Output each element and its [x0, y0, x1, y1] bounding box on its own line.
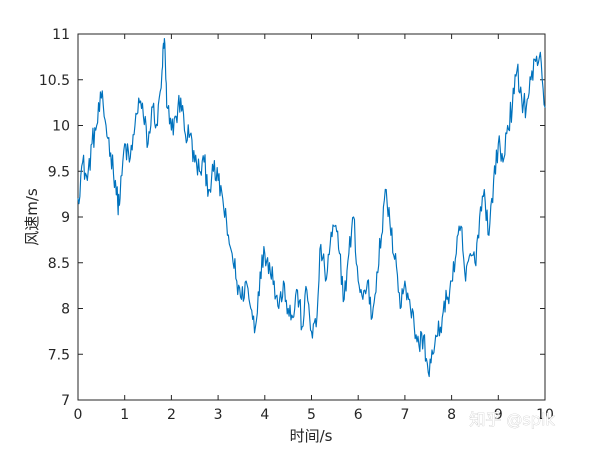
- x-tick-label: 10: [536, 407, 554, 423]
- x-tick-label: 5: [307, 407, 316, 423]
- series-line: [77, 38, 546, 378]
- series-layer: [77, 38, 546, 378]
- x-tick-label: 8: [447, 407, 456, 423]
- y-tick-label: 9: [61, 210, 70, 226]
- x-tick-label: 1: [120, 407, 129, 423]
- y-tick-label: 10.5: [39, 73, 70, 89]
- x-tick-label: 0: [74, 407, 83, 423]
- y-tick-label: 9.5: [48, 164, 70, 180]
- x-axis: 0 1 2 3 4 5 6 7 8 9 10: [74, 34, 554, 423]
- x-tick-label: 2: [167, 407, 176, 423]
- x-tick-label: 4: [260, 407, 269, 423]
- watermark-text: 知乎 @splk: [469, 410, 555, 429]
- y-tick-label: 8: [61, 302, 70, 318]
- x-tick-label: 7: [400, 407, 409, 423]
- y-tick-label: 10: [52, 119, 70, 135]
- y-axis-title: 风速m/s: [23, 188, 41, 246]
- x-tick-label: 9: [494, 407, 503, 423]
- y-tick-label: 8.5: [48, 256, 70, 272]
- y-tick-label: 7.5: [48, 347, 70, 363]
- x-axis-title: 时间/s: [290, 427, 333, 445]
- y-tick-label: 11: [52, 27, 70, 43]
- x-tick-label: 3: [214, 407, 223, 423]
- plot-area: [77, 33, 546, 401]
- y-tick-label: 7: [61, 393, 70, 409]
- x-tick-label: 6: [354, 407, 363, 423]
- y-axis: 7 7.5 8 8.5 9 9.5 10 10.5 11: [39, 27, 545, 409]
